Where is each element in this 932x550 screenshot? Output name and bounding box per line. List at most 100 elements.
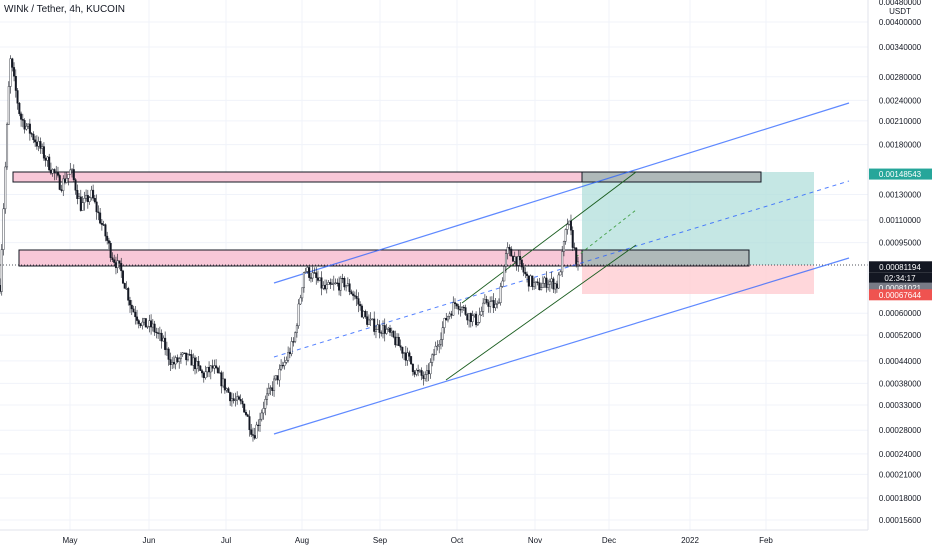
candle-body — [480, 311, 483, 316]
candle-body — [206, 367, 209, 373]
price-label-box — [869, 168, 932, 180]
candle-body — [34, 139, 37, 143]
price-tick-label: 0.00400000 — [879, 18, 922, 27]
candle-body — [20, 113, 23, 120]
candle-body — [199, 365, 202, 371]
candle-body — [250, 429, 253, 435]
candle-body — [520, 259, 523, 268]
candle-body — [14, 75, 17, 91]
candle-body — [457, 305, 460, 310]
candle-body — [554, 283, 557, 290]
candle-body — [313, 272, 316, 274]
candle-body — [431, 354, 434, 363]
candle-body — [4, 166, 7, 210]
candle-body — [513, 256, 516, 262]
candle-body — [72, 169, 75, 180]
candle-body — [216, 367, 219, 373]
candle-body — [568, 220, 571, 225]
candle-body — [422, 375, 425, 379]
candle-body — [325, 284, 328, 290]
candle-body — [111, 257, 114, 260]
price-label-box — [869, 261, 932, 273]
candle-body — [432, 354, 435, 356]
candle-body — [387, 327, 390, 330]
candle-body — [274, 375, 277, 380]
candle-body — [511, 255, 514, 262]
candle-body — [299, 297, 302, 305]
candle-body — [194, 357, 197, 370]
candle-body — [510, 248, 513, 257]
candle-body — [192, 357, 195, 366]
candle-body — [506, 247, 509, 254]
candle-body — [290, 341, 293, 355]
candle-body — [448, 313, 451, 317]
candle-body — [58, 175, 61, 190]
candle-body — [127, 288, 130, 301]
candle-body — [7, 86, 10, 125]
candle-body — [413, 371, 416, 375]
price-tick-label: 0.00028000 — [879, 426, 922, 435]
candle-body — [359, 304, 362, 307]
candle-body — [489, 301, 492, 307]
candle-body — [278, 368, 281, 381]
candle-body — [285, 360, 288, 363]
candle-body — [517, 256, 520, 266]
candle-body — [348, 283, 351, 292]
candle-body — [295, 325, 298, 333]
candle-body — [482, 302, 485, 312]
price-label-countdown: 02:34:17 — [884, 274, 916, 283]
candle-body — [260, 412, 263, 420]
candle-body — [86, 195, 89, 202]
candle-body — [104, 224, 107, 237]
candle-body — [48, 156, 51, 171]
candle-body — [571, 230, 574, 248]
candle-body — [548, 281, 551, 285]
candle-body — [562, 241, 565, 252]
candle-body — [466, 314, 469, 321]
candle-body — [276, 375, 279, 381]
candle-body — [338, 282, 341, 291]
candle-body — [234, 399, 237, 402]
channel-upper-line — [273, 102, 850, 284]
candle-body — [346, 283, 349, 286]
candle-body — [529, 275, 532, 287]
candle-body — [239, 399, 242, 402]
candle-body — [478, 314, 481, 323]
candle-body — [44, 157, 47, 161]
candlestick-series — [0, 55, 580, 442]
candle-body — [88, 197, 91, 202]
candle-body — [150, 320, 153, 328]
candle-body — [109, 242, 112, 258]
candle-body — [227, 388, 230, 393]
candle-body — [441, 327, 444, 340]
candle-body — [16, 90, 19, 104]
candle-body — [280, 365, 283, 370]
time-tick-label: Oct — [451, 536, 464, 545]
candle-body — [475, 313, 478, 326]
candle-body — [332, 282, 335, 285]
candle-body — [545, 277, 548, 288]
candle-body — [76, 190, 79, 199]
candle-body — [204, 371, 207, 379]
candle-body — [390, 330, 393, 333]
candle-body — [248, 416, 251, 430]
candle-body — [334, 282, 337, 284]
candle-body — [461, 306, 464, 310]
candle-body — [331, 283, 334, 285]
candle-body — [415, 370, 418, 375]
candle-body — [464, 307, 467, 315]
candle-body — [336, 282, 339, 284]
time-tick-label: Jun — [143, 536, 156, 545]
candle-body — [176, 357, 179, 362]
price-tick-label: 0.00480000 — [879, 0, 922, 7]
candle-body — [144, 318, 147, 328]
candle-body — [155, 331, 158, 334]
candle-body — [341, 277, 344, 280]
candle-body — [436, 345, 439, 347]
candle-body — [533, 282, 536, 287]
candle-body — [383, 325, 386, 334]
candle-body — [445, 318, 448, 321]
candle-body — [438, 344, 441, 347]
candle-body — [93, 198, 96, 203]
